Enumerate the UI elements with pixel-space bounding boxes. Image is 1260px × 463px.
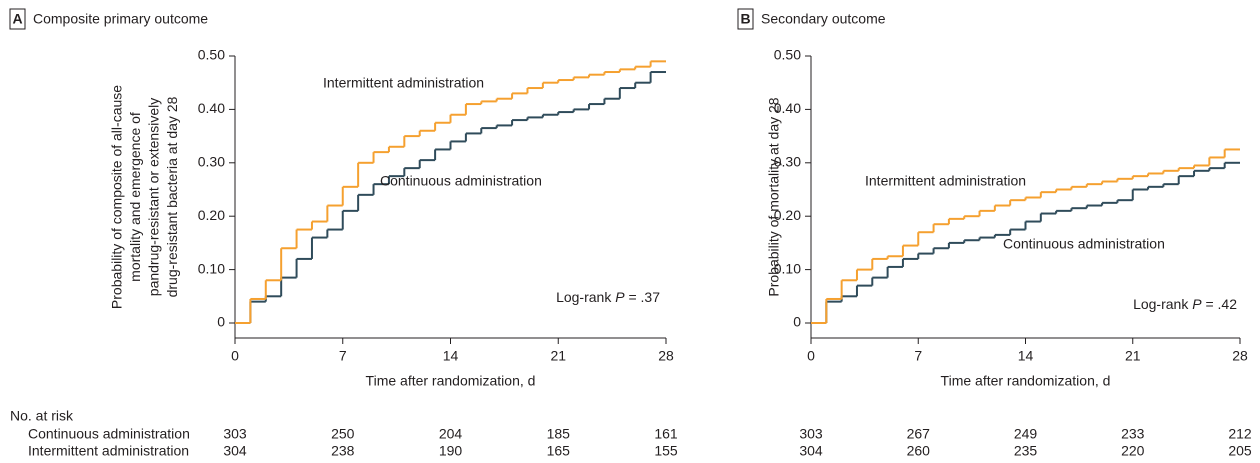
x-tick-label: 7 bbox=[339, 348, 347, 364]
x-tick-label: 21 bbox=[1125, 348, 1141, 364]
y-axis-label: mortality and emergence of bbox=[127, 112, 143, 282]
at-risk-count: 303 bbox=[223, 426, 247, 442]
at-risk-count: 233 bbox=[1121, 426, 1145, 442]
at-risk-row-label: Continuous administration bbox=[28, 426, 190, 442]
log-rank-annotation: Log-rank P = .37 bbox=[556, 289, 660, 305]
x-tick-label: 14 bbox=[443, 348, 459, 364]
x-tick-label: 7 bbox=[914, 348, 922, 364]
at-risk-count: 204 bbox=[439, 426, 463, 442]
panel-letter: B bbox=[740, 11, 750, 27]
at-risk-count: 304 bbox=[223, 443, 247, 459]
y-tick-label: 0.10 bbox=[198, 260, 225, 276]
panel-title: Composite primary outcome bbox=[33, 11, 208, 27]
y-tick-label: 0.50 bbox=[198, 47, 225, 63]
y-tick-label: 0.30 bbox=[198, 154, 225, 170]
km-curve bbox=[235, 71, 666, 324]
curve-label: Intermittent administration bbox=[323, 75, 484, 91]
panel-title: Secondary outcome bbox=[761, 11, 886, 27]
panel-letter: A bbox=[12, 11, 22, 27]
y-axis-label: Probability of composite of all-cause bbox=[109, 85, 125, 309]
annotation-stat: P bbox=[615, 289, 625, 305]
annotation-value: = .42 bbox=[1205, 296, 1237, 312]
curve-label: Continuous administration bbox=[380, 173, 542, 189]
x-axis-label: Time after randomization, d bbox=[941, 373, 1111, 389]
x-tick-label: 14 bbox=[1018, 348, 1034, 364]
log-rank-annotation: Log-rank P = .42 bbox=[1133, 296, 1237, 312]
x-axis-label: Time after randomization, d bbox=[366, 373, 536, 389]
km-curve bbox=[235, 60, 666, 324]
at-risk-count: 220 bbox=[1121, 443, 1145, 459]
y-tick-label: 0.40 bbox=[774, 100, 801, 116]
y-axis-label: drug-resistant bacteria at day 28 bbox=[164, 96, 180, 297]
annotation-stat: P bbox=[1192, 296, 1202, 312]
annotation-value: = .37 bbox=[628, 289, 660, 305]
at-risk-title: No. at risk bbox=[10, 408, 74, 424]
y-tick-label: 0.30 bbox=[774, 154, 801, 170]
at-risk-count: 267 bbox=[907, 426, 931, 442]
y-tick-label: 0.40 bbox=[198, 100, 225, 116]
at-risk-count: 185 bbox=[547, 426, 571, 442]
km-curve bbox=[811, 148, 1240, 324]
y-axis-label: Probability of mortality at day 28 bbox=[766, 97, 782, 296]
panel-box bbox=[9, 8, 26, 30]
y-tick-label: 0 bbox=[217, 314, 225, 330]
at-risk-count: 250 bbox=[331, 426, 355, 442]
y-tick-label: 0.50 bbox=[774, 47, 801, 63]
x-tick-label: 0 bbox=[807, 348, 815, 364]
at-risk-count: 260 bbox=[907, 443, 931, 459]
at-risk-count: 165 bbox=[547, 443, 571, 459]
at-risk-count: 190 bbox=[439, 443, 463, 459]
curve-label: Intermittent administration bbox=[865, 173, 1026, 189]
y-tick-label: 0.20 bbox=[198, 207, 225, 223]
annotation-text: Log-rank bbox=[1133, 296, 1189, 312]
at-risk-count: 205 bbox=[1228, 443, 1252, 459]
annotation-text: Log-rank bbox=[556, 289, 612, 305]
at-risk-count: 249 bbox=[1014, 426, 1038, 442]
at-risk-row-label: Intermittent administration bbox=[28, 443, 189, 459]
at-risk-count: 238 bbox=[331, 443, 355, 459]
at-risk-count: 155 bbox=[654, 443, 678, 459]
x-tick-label: 28 bbox=[658, 348, 674, 364]
x-tick-label: 0 bbox=[231, 348, 239, 364]
at-risk-count: 235 bbox=[1014, 443, 1038, 459]
y-tick-label: 0.20 bbox=[774, 207, 801, 223]
at-risk-count: 303 bbox=[799, 426, 823, 442]
y-tick-label: 0 bbox=[793, 314, 801, 330]
at-risk-count: 161 bbox=[654, 426, 678, 442]
at-risk-count: 304 bbox=[799, 443, 823, 459]
x-tick-label: 28 bbox=[1232, 348, 1248, 364]
at-risk-count: 212 bbox=[1228, 426, 1252, 442]
y-tick-label: 0.10 bbox=[774, 260, 801, 276]
panel-box bbox=[737, 8, 754, 30]
curve-label: Continuous administration bbox=[1003, 236, 1165, 252]
y-axis-label: pandrug-resistant or extensively bbox=[146, 98, 162, 296]
x-tick-label: 21 bbox=[550, 348, 566, 364]
